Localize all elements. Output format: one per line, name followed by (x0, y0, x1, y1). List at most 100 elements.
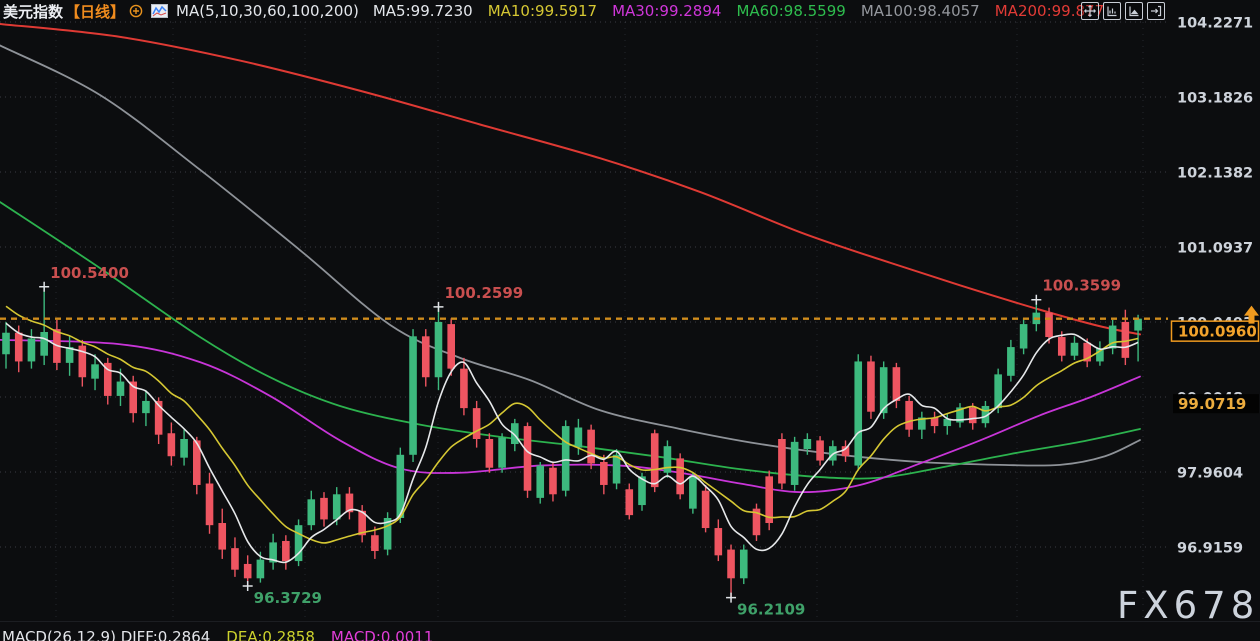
ma-legend-item: MA60:98.5599 (736, 2, 846, 20)
candle-body (943, 418, 952, 427)
price-up-arrow-icon (1244, 305, 1259, 324)
candle-body (650, 433, 659, 488)
candle-body (714, 528, 723, 556)
candle-body (332, 494, 341, 520)
macd-status-row: MACD(26,12,9) DIFF:0.2864 DEA:0.2858 MACD:… (2, 628, 433, 641)
candle-body (968, 407, 977, 424)
candle-body (485, 438, 494, 468)
ma-legend: MA5:99.7230 MA10:99.5917 MA30:99.2894 MA60:… (373, 2, 1104, 20)
ma-legend-item: MA100:98.4057 (860, 2, 980, 20)
y-axis-label: 102.1382 (1177, 166, 1253, 182)
candle-body (154, 400, 163, 435)
candle-body (2, 332, 10, 355)
candle-body (689, 476, 697, 509)
ma5-line (5, 322, 1139, 564)
ma-legend-item: MA30:99.2894 (612, 2, 722, 20)
candle-body (294, 525, 303, 562)
candle-body (790, 441, 799, 485)
candle-body (676, 458, 684, 495)
candle-body (27, 338, 36, 362)
candle-body (536, 465, 545, 498)
candle-body (1019, 324, 1028, 349)
macd-legend-item: DEA:0.2858 (226, 628, 315, 641)
extreme-marker (39, 281, 50, 292)
candle-body (447, 324, 455, 369)
candle-body (345, 493, 354, 513)
candle-body (727, 549, 735, 579)
candle-body (1096, 348, 1104, 362)
candle-body (879, 367, 888, 414)
extreme-price-label: 100.5400 (50, 264, 129, 282)
candle-body (434, 321, 443, 378)
ma200-line (0, 22, 1141, 336)
candle-body (1057, 337, 1066, 356)
candle-body (65, 347, 74, 363)
ma-legend-item: MA200:99.877 (994, 2, 1105, 20)
ma10-line (5, 305, 1139, 544)
candle-body (282, 540, 290, 562)
candle-body (816, 440, 824, 461)
sub-indicator-panel-icon[interactable] (1125, 2, 1143, 20)
candle-body (854, 361, 863, 466)
extreme-marker (726, 592, 737, 603)
candle-body (739, 549, 748, 579)
candle-body (409, 336, 417, 455)
current-price-tag: 100.0960 (1178, 323, 1257, 341)
candle-body (1134, 318, 1142, 331)
ma100-line (0, 44, 1141, 467)
candle-body (523, 426, 532, 491)
candle-body (383, 517, 392, 550)
candle-body (867, 361, 875, 412)
candle-body (243, 563, 252, 579)
period-selector[interactable]: 【日线】 (65, 2, 126, 21)
pan-crosshair-icon[interactable] (1081, 2, 1099, 20)
candle-body (307, 499, 316, 526)
candle-body (981, 405, 990, 424)
extreme-marker (242, 580, 253, 591)
add-overlay-icon[interactable] (129, 4, 143, 18)
candle-body (91, 364, 99, 379)
candle-body (994, 374, 1002, 409)
symbol-title: 美元指数 (3, 2, 64, 21)
candle-body (701, 490, 710, 529)
candle-body (78, 345, 87, 378)
candle-body (918, 417, 926, 430)
candle-body (778, 438, 786, 484)
extreme-price-label: 96.2109 (737, 601, 805, 619)
ma-legend-item: MA5:99.7230 (372, 2, 473, 20)
candle-body (803, 438, 812, 450)
candle-body (663, 446, 672, 473)
main-indicator-panel-icon[interactable] (1103, 2, 1121, 20)
candle-body (625, 489, 634, 516)
extreme-price-label: 100.3599 (1042, 277, 1121, 295)
macd-legend-item: MACD(26,12,9) DIFF:0.2864 (2, 628, 211, 641)
macd-legend-item: MACD:0.0011 (330, 628, 434, 641)
candle-body (1007, 347, 1015, 376)
mini-chart-icon[interactable] (151, 4, 169, 18)
candle-body (1045, 312, 1053, 338)
y-axis-label: 103.1826 (1177, 91, 1253, 107)
candle-body (256, 559, 265, 579)
candle-body (472, 408, 481, 439)
candle-body (765, 476, 773, 524)
chart-header: 美元指数 【日线】 MA(5,10,30,60,100,200) MA5:99.… (3, 1, 1104, 21)
candle-body (1083, 342, 1091, 362)
candle-body (218, 523, 227, 550)
candle-body (116, 381, 125, 396)
candle-body (549, 467, 557, 495)
y-axis-label: 97.9604 (1177, 466, 1243, 482)
extreme-marker (433, 301, 444, 312)
candle-body (421, 336, 430, 378)
ma-group-label: MA(5,10,30,60,100,200) (176, 2, 359, 20)
candle-body (193, 440, 201, 485)
candle-body (14, 332, 23, 362)
pop-out-icon[interactable] (1147, 2, 1165, 20)
y-axis-label: 104.2271 (1177, 16, 1253, 32)
candle-body (587, 429, 595, 464)
candle-body (129, 381, 137, 414)
candle-body (892, 367, 901, 401)
candle-body (371, 535, 379, 552)
candle-body (180, 438, 188, 458)
